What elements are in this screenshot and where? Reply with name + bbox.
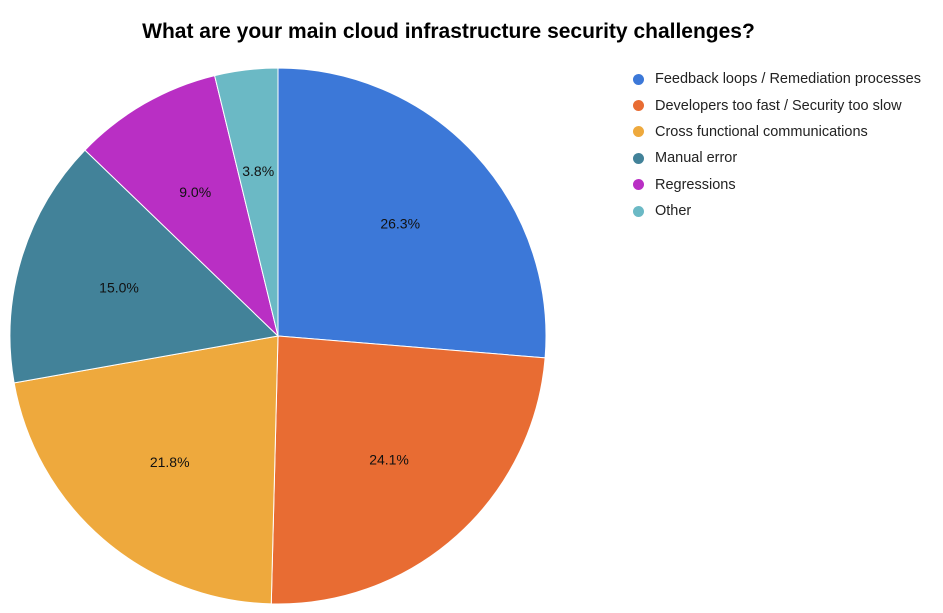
legend-swatch-3 <box>633 152 644 164</box>
slice-label-3: 15.0% <box>99 280 139 296</box>
legend-item-2: Cross functional communications <box>633 119 921 145</box>
legend-item-5: Other <box>633 198 921 224</box>
legend-item-0: Feedback loops / Remediation processes <box>633 66 921 92</box>
legend-swatch-4 <box>633 179 644 191</box>
slice-label-5: 3.8% <box>242 163 274 179</box>
pie-slice-4 <box>84 74 279 338</box>
slice-label-2: 21.8% <box>150 454 190 470</box>
legend-label-2: Cross functional communications <box>655 123 868 140</box>
pie-slice-1 <box>270 335 546 605</box>
legend-label-3: Manual error <box>655 150 738 167</box>
slice-label-4: 9.0% <box>179 184 211 200</box>
legend-item-4: Regressions <box>633 172 921 198</box>
pie-slice-5 <box>214 67 279 337</box>
slice-label-0: 26.3% <box>380 215 420 231</box>
legend-swatch-2 <box>633 126 644 138</box>
legend-swatch-1 <box>633 100 644 112</box>
pie-slice-0 <box>277 67 547 359</box>
legend-item-3: Manual error <box>633 145 921 171</box>
legend-label-5: Other <box>655 203 692 220</box>
legend-label-4: Regressions <box>655 176 736 193</box>
legend-label-0: Feedback loops / Remediation processes <box>655 71 921 88</box>
legend-item-1: Developers too fast / Security too slow <box>633 92 921 118</box>
chart-legend: Feedback loops / Remediation processes De… <box>633 66 921 224</box>
pie-slice-2 <box>13 335 279 605</box>
legend-label-1: Developers too fast / Security too slow <box>655 97 902 114</box>
legend-swatch-5 <box>633 205 644 217</box>
pie-slice-3 <box>9 149 280 384</box>
slice-label-1: 24.1% <box>369 452 409 468</box>
chart-title: What are your main cloud infrastructure … <box>142 20 755 43</box>
legend-swatch-0 <box>633 73 644 85</box>
